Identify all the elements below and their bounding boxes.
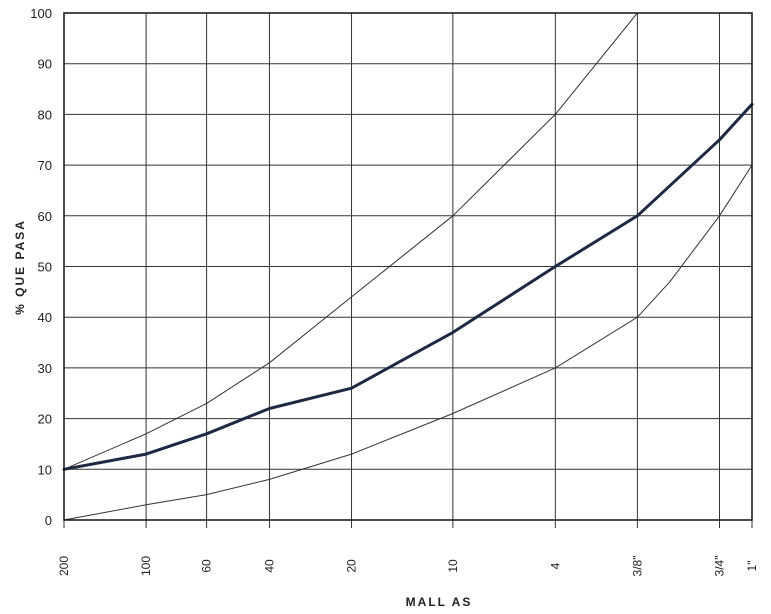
y-axis-ticks: 0 10 20 30 40 50 60 70 80 90 100 — [30, 6, 52, 528]
upper-limit-line — [63, 12, 638, 470]
y-axis-label: % QUE PASA — [13, 219, 27, 315]
y-tick-label: 30 — [38, 361, 52, 376]
y-tick-label: 70 — [38, 158, 52, 173]
x-tick-label: 100 — [139, 556, 153, 576]
lower-limit-line — [63, 164, 753, 521]
grid — [63, 12, 753, 528]
x-tick-label: 60 — [200, 559, 214, 573]
x-tick-label: 3/4" — [712, 556, 726, 577]
x-tick-label: 10 — [446, 559, 460, 573]
x-tick-label: 1" — [745, 561, 759, 572]
y-tick-label: 60 — [38, 209, 52, 224]
gradation-line — [62, 102, 754, 471]
x-tick-label: 200 — [57, 556, 71, 576]
y-tick-label: 10 — [38, 462, 52, 477]
y-tick-label: 50 — [38, 260, 52, 275]
y-tick-label: 90 — [38, 57, 52, 72]
y-tick-label: 0 — [45, 513, 52, 528]
y-tick-label: 80 — [38, 107, 52, 122]
y-tick-label: 20 — [38, 412, 52, 427]
x-tick-label: 3/8" — [630, 556, 644, 577]
plot-frame — [63, 12, 753, 521]
y-tick-label: 40 — [38, 310, 52, 325]
x-tick-label: 20 — [345, 559, 359, 573]
y-tick-label: 100 — [30, 6, 52, 21]
x-axis-label: MALL AS — [406, 595, 473, 609]
x-tick-label: 4 — [548, 562, 562, 569]
series — [62, 12, 754, 521]
x-axis-ticks: 200 100 60 40 20 10 4 3/8" 3/4" 1" — [57, 556, 759, 577]
x-tick-label: 40 — [262, 559, 276, 573]
